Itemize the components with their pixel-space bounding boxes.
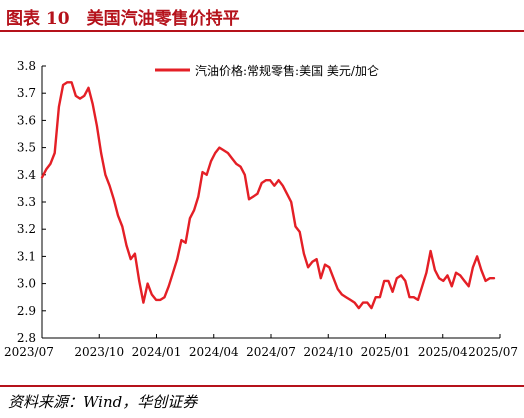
x-tick-label: 2024/01 [132, 345, 182, 359]
y-tick-label: 3.7 [17, 86, 36, 100]
title-rule [0, 30, 524, 32]
series-line-0 [40, 81, 496, 310]
x-tick-label: 2023/07 [4, 345, 54, 359]
y-tick-label: 3.1 [17, 249, 36, 263]
y-tick-label: 2.8 [17, 331, 36, 345]
y-tick-label: 3.5 [17, 141, 36, 155]
y-tick-label: 3.2 [17, 222, 36, 236]
y-axis-ticks: 3.8 3.7 3.6 3.5 3.4 3.3 3.2 3.1 3.0 2.9 2.8 [17, 59, 46, 345]
y-tick-label: 3.3 [17, 195, 36, 209]
y-tick-label: 3.0 [17, 277, 36, 291]
x-tick-label: 2025/07 [468, 345, 518, 359]
line-chart: 3.8 3.7 3.6 3.5 3.4 3.3 3.2 3.1 3.0 2.9 2.8 2023/0… [4, 59, 518, 359]
source-note: 资料来源：Wind，华创证券 [8, 393, 198, 411]
series-group [40, 81, 496, 310]
y-tick-label: 2.9 [17, 304, 36, 318]
x-tick-label: 2025/04 [418, 345, 468, 359]
source-rule [0, 385, 524, 387]
y-tick-label: 3.6 [17, 113, 36, 127]
x-tick-label: 2024/10 [303, 345, 353, 359]
x-tick-label: 2024/07 [246, 345, 296, 359]
y-tick-label: 3.4 [17, 168, 36, 182]
y-tick-label: 3.8 [17, 59, 36, 73]
chart-axes [41, 66, 500, 339]
figure-title: 图表 10 美国汽油零售价持平 [6, 9, 240, 29]
legend-label: 汽油价格:常规零售:美国 美元/加仑 [195, 63, 379, 78]
x-tick-label: 2023/10 [74, 345, 124, 359]
x-tick-label: 2024/04 [189, 345, 239, 359]
x-tick-label: 2025/01 [361, 345, 411, 359]
legend: 汽油价格:常规零售:美国 美元/加仑 [155, 63, 379, 78]
x-axis-ticks: 2023/07 2023/10 2024/01 2024/04 2024/07 2024/… [4, 334, 518, 359]
